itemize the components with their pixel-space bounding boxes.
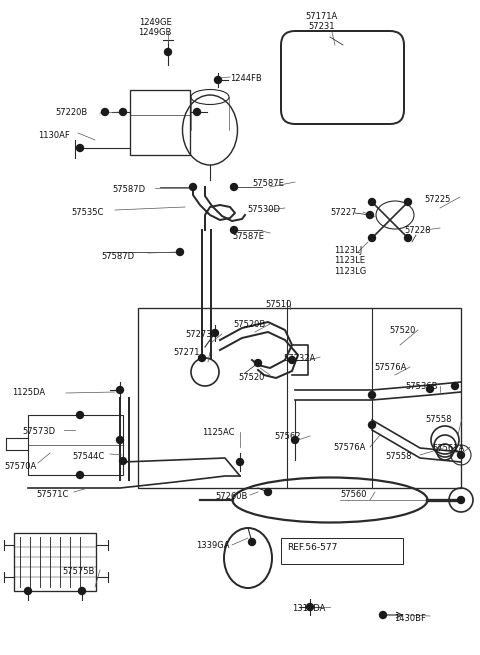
Circle shape [291, 436, 299, 443]
Circle shape [369, 392, 375, 398]
Text: 57558: 57558 [385, 452, 411, 461]
Text: 57271: 57271 [173, 348, 200, 357]
Text: 1125DA: 1125DA [12, 388, 45, 397]
Circle shape [120, 109, 127, 115]
Text: 57530D: 57530D [247, 205, 280, 214]
Text: 1430BF: 1430BF [394, 614, 426, 623]
Text: 57520B: 57520B [233, 320, 265, 329]
Text: 57576A: 57576A [333, 443, 365, 452]
Text: 57587E: 57587E [232, 232, 264, 241]
Text: 57536B: 57536B [405, 382, 437, 391]
Circle shape [457, 451, 465, 458]
Text: 1339GA: 1339GA [196, 541, 229, 550]
Text: 57227: 57227 [330, 208, 357, 217]
Text: 1249GE
1249GB: 1249GE 1249GB [138, 18, 172, 37]
Circle shape [79, 588, 85, 595]
Circle shape [117, 386, 123, 394]
Circle shape [254, 360, 262, 367]
Circle shape [215, 77, 221, 83]
Bar [138, 308, 461, 488]
Circle shape [117, 436, 123, 443]
Text: 57232A: 57232A [283, 354, 315, 363]
Text: 57587D: 57587D [112, 185, 145, 194]
Circle shape [24, 588, 32, 595]
Circle shape [427, 386, 433, 392]
Text: 57575B: 57575B [62, 567, 95, 576]
Text: 57570A: 57570A [4, 462, 36, 471]
Circle shape [405, 198, 411, 206]
Circle shape [230, 183, 238, 191]
Circle shape [76, 472, 84, 479]
Text: 57228: 57228 [404, 226, 431, 235]
Circle shape [101, 109, 108, 115]
Text: 57510: 57510 [265, 300, 291, 309]
Circle shape [264, 489, 272, 495]
Text: 57171A
57231: 57171A 57231 [306, 12, 338, 31]
Circle shape [367, 212, 373, 219]
Circle shape [230, 227, 238, 233]
Circle shape [120, 457, 127, 464]
Text: 57576A: 57576A [374, 363, 407, 372]
Circle shape [452, 383, 458, 390]
Text: 57520: 57520 [238, 373, 264, 382]
Text: 1244FB: 1244FB [230, 74, 262, 83]
Text: 57520: 57520 [389, 326, 415, 335]
Text: 57571C: 57571C [36, 490, 68, 499]
Circle shape [380, 612, 386, 618]
Text: 57535C: 57535C [71, 208, 103, 217]
Text: 57260B: 57260B [215, 492, 247, 501]
Circle shape [369, 422, 375, 428]
Text: 57587E: 57587E [252, 179, 284, 188]
Text: 57561A: 57561A [432, 444, 464, 453]
Circle shape [369, 198, 375, 206]
Text: 57220B: 57220B [55, 108, 87, 117]
Text: 1125AC: 1125AC [202, 428, 235, 437]
Circle shape [212, 329, 218, 337]
Text: 57558: 57558 [425, 415, 452, 424]
Circle shape [237, 458, 243, 466]
Circle shape [307, 603, 313, 610]
Text: 57562: 57562 [274, 432, 300, 441]
Circle shape [76, 145, 84, 151]
Text: 57225: 57225 [424, 195, 450, 204]
Text: 57560: 57560 [340, 490, 367, 499]
Text: 57544C: 57544C [72, 452, 104, 461]
Circle shape [405, 234, 411, 242]
Bar [130, 90, 190, 155]
Text: 1313DA: 1313DA [292, 604, 325, 613]
Text: 1123LJ
1123LE
1123LG: 1123LJ 1123LE 1123LG [334, 246, 366, 276]
Text: 1130AF: 1130AF [38, 131, 70, 140]
Circle shape [177, 248, 183, 255]
Circle shape [165, 48, 171, 56]
Circle shape [199, 354, 205, 362]
Circle shape [76, 411, 84, 419]
Bar [14, 533, 96, 591]
Circle shape [288, 356, 296, 364]
Circle shape [457, 496, 465, 504]
Text: REF.56-577: REF.56-577 [287, 543, 337, 552]
Circle shape [369, 234, 375, 242]
Circle shape [249, 538, 255, 546]
Circle shape [190, 183, 196, 191]
Bar [28, 415, 123, 475]
Text: 57573D: 57573D [22, 427, 55, 436]
Text: 57273: 57273 [185, 330, 212, 339]
Circle shape [193, 109, 201, 115]
Text: 57587D: 57587D [101, 252, 134, 261]
